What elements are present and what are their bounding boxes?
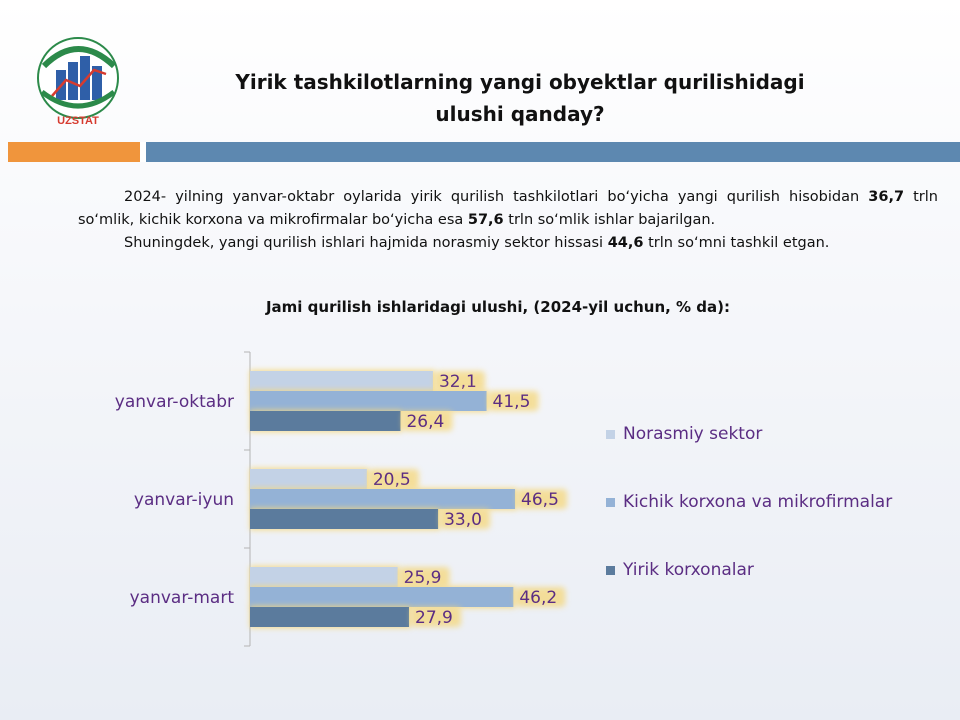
data-label-glow (440, 509, 491, 529)
intro-value-small: 57,6 (467, 212, 504, 228)
data-label-glow (515, 587, 566, 607)
bar (250, 391, 487, 411)
svg-text:UZSTAT: UZSTAT (57, 115, 99, 127)
data-label: 25,9 (404, 568, 442, 588)
data-label: 27,9 (415, 608, 453, 628)
data-label-glow (368, 469, 419, 489)
legend-label: Yirik korxonalar (623, 560, 754, 580)
data-label: 46,5 (521, 490, 559, 510)
bar (250, 509, 439, 529)
intro-text-segment: 2024- yilning yanvar-oktabr oylarida yir… (124, 189, 869, 205)
data-label: 32,1 (439, 372, 477, 392)
bar (250, 371, 433, 391)
bar (250, 607, 410, 627)
data-label: 20,5 (373, 470, 411, 490)
data-label-glow (399, 567, 450, 587)
legend-item: Yirik korxonalar (606, 560, 754, 580)
chart-title: Jami qurilish ishlaridagi ulushi, (2024-… (265, 298, 731, 316)
legend-item: Norasmiy sektor (606, 424, 762, 444)
bar (250, 411, 401, 431)
category-label: yanvar-iyun (134, 490, 234, 510)
data-label-glow (402, 411, 453, 431)
intro-text: 2024- yilning yanvar-oktabr oylarida yir… (78, 186, 938, 255)
bar (250, 587, 514, 607)
page-title-line2: ulushi qanday? (435, 102, 605, 126)
header-accent-orange (8, 142, 140, 162)
legend-swatch (606, 565, 615, 575)
intro-text-segment: trln so‘mni tashkil etgan. (643, 235, 830, 251)
legend-swatch (606, 497, 615, 507)
bar-chart: yanvar-oktabr 32,1 41,5 26,4 yanvar-iyun 20,5… (115, 351, 568, 647)
uzstat-logo: UZSTAT (37, 37, 119, 127)
data-label: 46,2 (519, 588, 557, 608)
data-label-glow (434, 371, 485, 391)
data-label-glow (488, 391, 539, 411)
intro-text-segment: trln so‘mlik, kichik korxona va mikrofir… (78, 189, 938, 228)
data-label: 26,4 (406, 412, 444, 432)
header-accent-blue (146, 142, 960, 162)
legend-label: Kichik korxona va mikrofirmalar (623, 492, 893, 512)
page-title: Yirik tashkilotlarning yangi obyektlar q… (160, 66, 880, 130)
intro-value-informal: 44,6 (607, 235, 644, 251)
intro-text-segment: trln so‘mlik ishlar bajarilgan. (503, 212, 716, 228)
bar (250, 567, 398, 587)
intro-text-segment: Shuningdek, yangi qurilish ishlari hajmi… (124, 235, 608, 251)
data-label-glow (411, 607, 462, 627)
legend-swatch (606, 429, 615, 439)
legend-item: Kichik korxona va mikrofirmalar (606, 492, 892, 512)
intro-value-large: 36,7 (868, 189, 905, 205)
intro-paragraph-1: 2024- yilning yanvar-oktabr oylarida yir… (78, 186, 938, 232)
header-accent-gap (140, 142, 146, 162)
intro-paragraph-2: Shuningdek, yangi qurilish ishlari hajmi… (78, 232, 938, 255)
data-label: 41,5 (493, 392, 531, 412)
category-label: yanvar-oktabr (115, 392, 234, 412)
bar (250, 469, 367, 489)
data-label: 33,0 (444, 510, 482, 530)
data-label-glow (517, 489, 568, 509)
legend-label: Norasmiy sektor (623, 424, 763, 444)
page-title-line1: Yirik tashkilotlarning yangi obyektlar q… (235, 70, 805, 94)
category-label: yanvar-mart (130, 588, 235, 608)
bar (250, 489, 516, 509)
